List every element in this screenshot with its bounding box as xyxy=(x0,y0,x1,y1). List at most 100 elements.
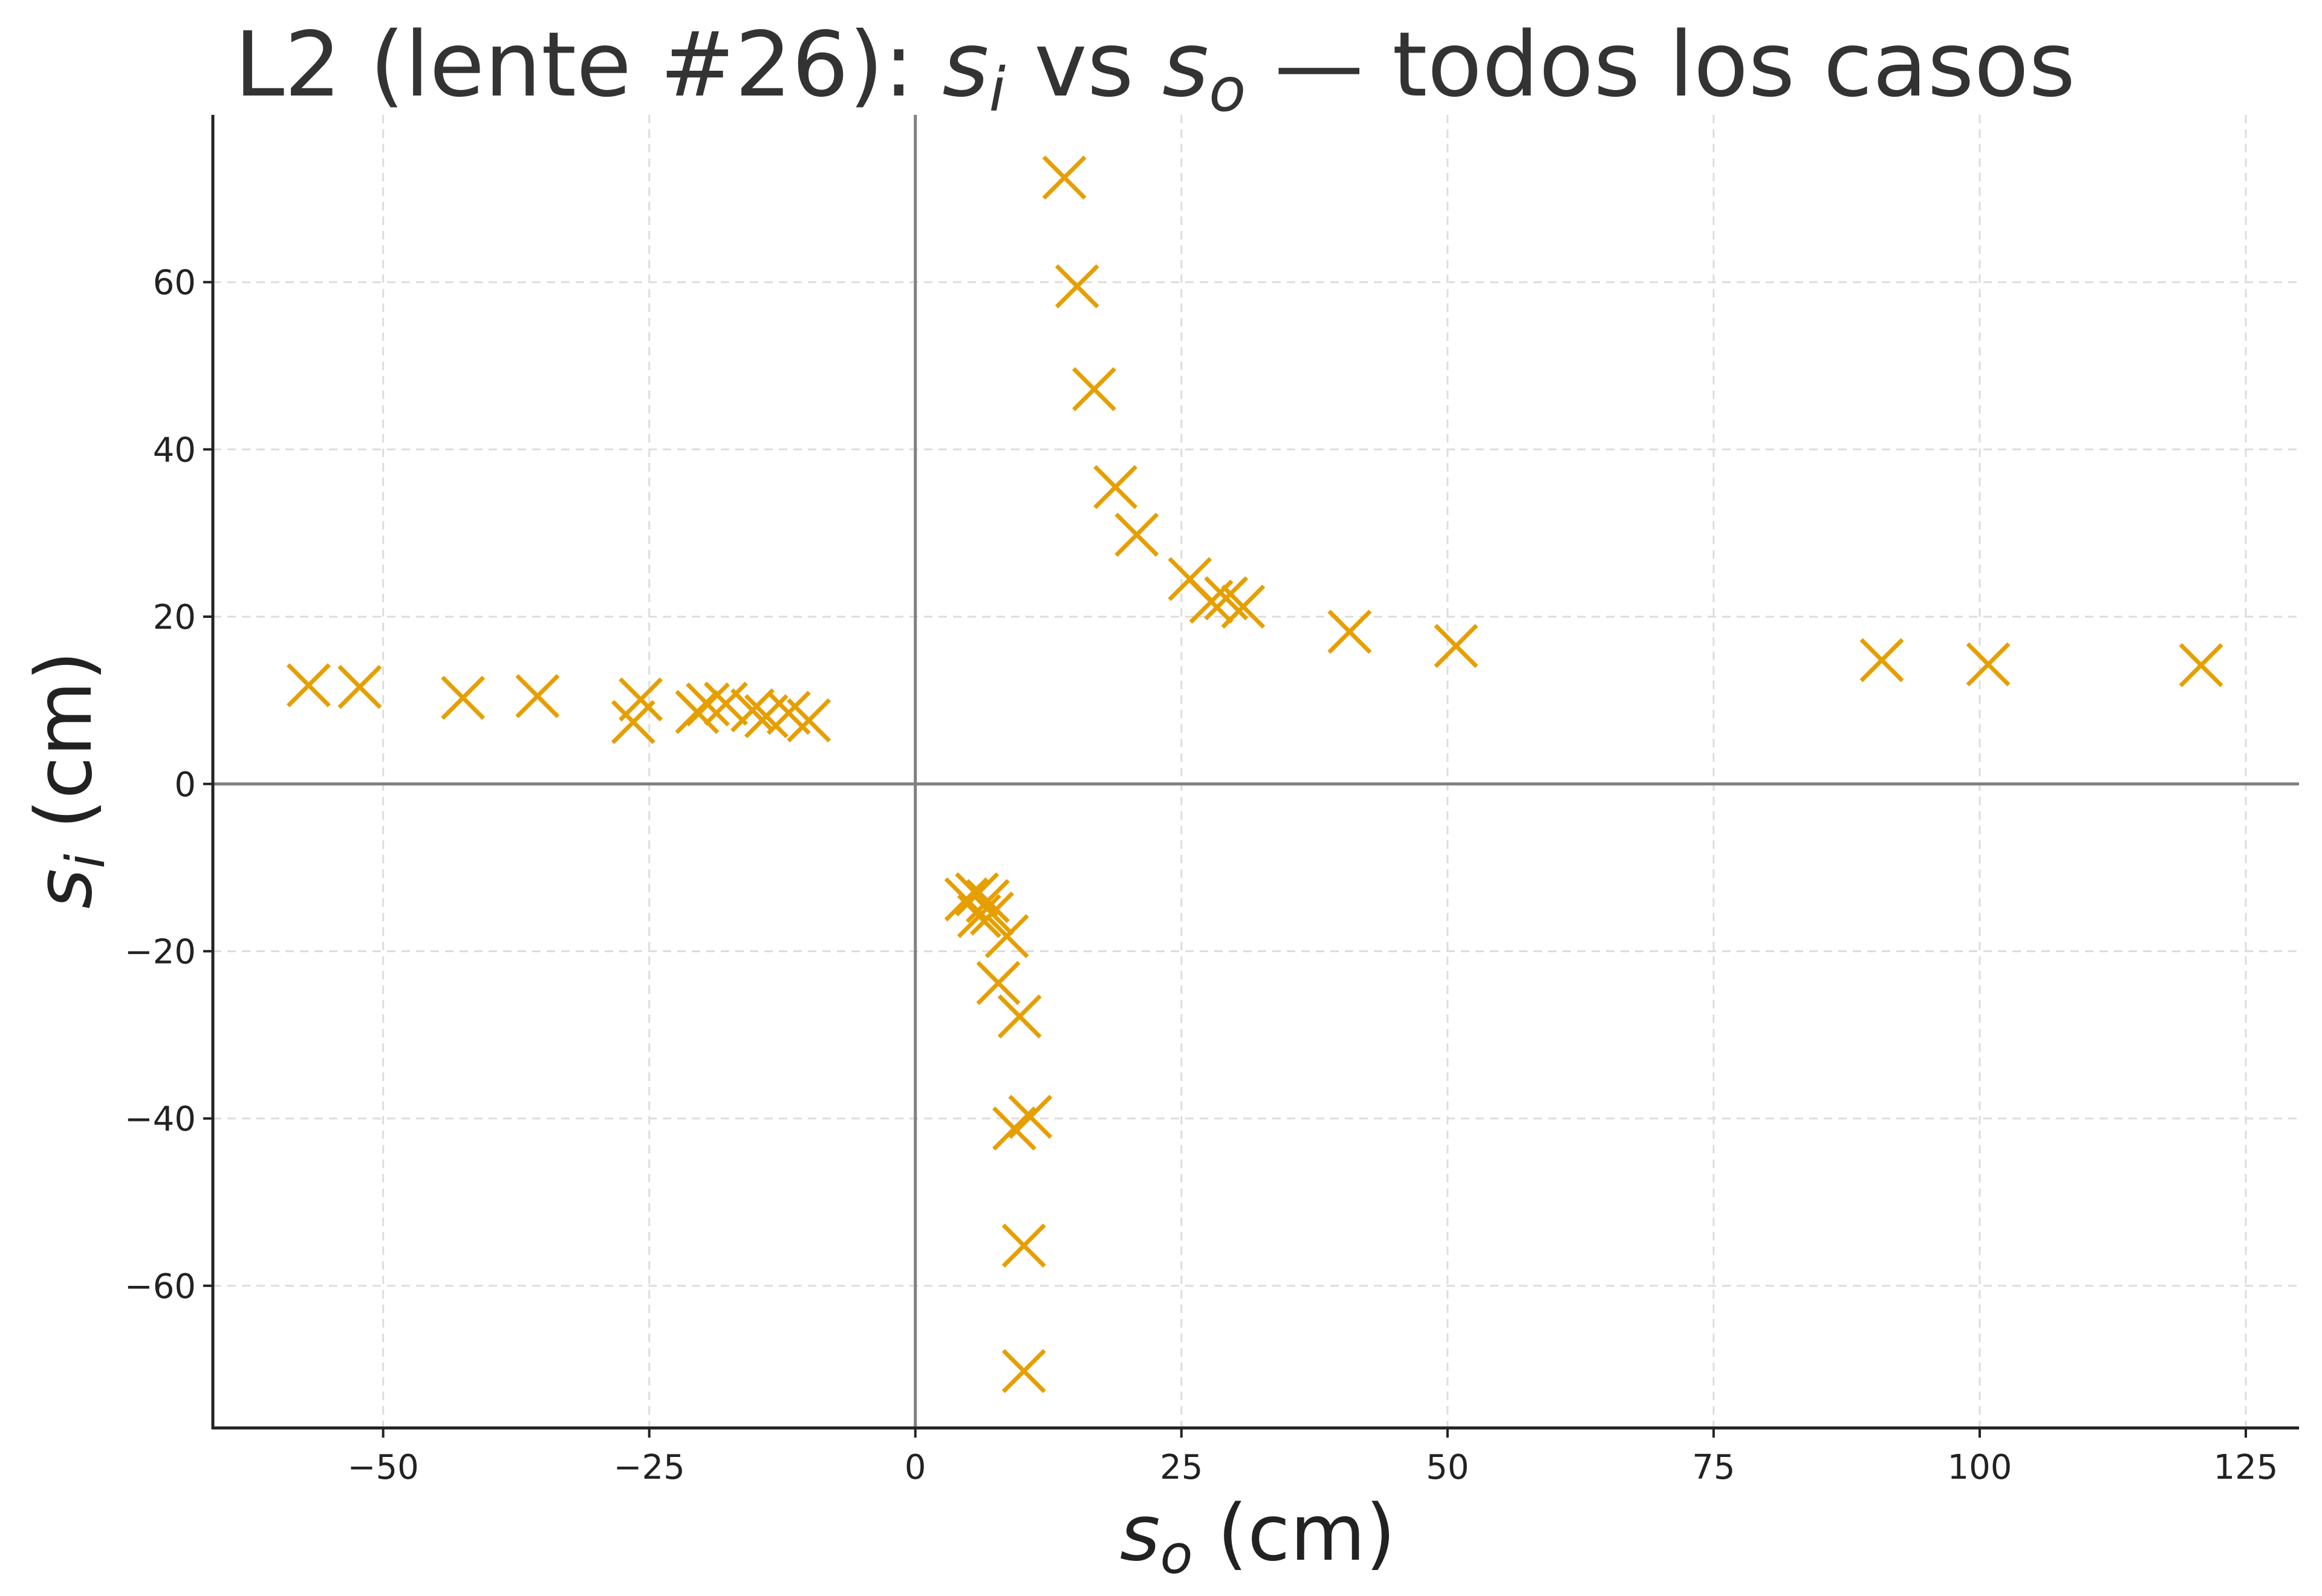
data-point-stroke xyxy=(441,675,486,720)
data-point-stroke xyxy=(1168,557,1212,602)
data-point-stroke xyxy=(286,663,331,707)
data-point-stroke xyxy=(992,1106,1036,1151)
x-axis-o-subscript: o xyxy=(1160,1523,1193,1586)
title-s-symbol: s xyxy=(942,13,989,117)
data-point xyxy=(675,690,720,735)
data-point-stroke xyxy=(997,994,1042,1039)
y-axis-unit: (cm) xyxy=(19,651,109,854)
data-point-stroke xyxy=(2179,643,2223,687)
y-axis-s-symbol: s xyxy=(19,869,109,909)
data-point xyxy=(337,664,382,709)
data-point xyxy=(957,894,1001,938)
data-point-stroke xyxy=(730,688,775,733)
data-point-stroke xyxy=(1859,638,1904,683)
data-point xyxy=(1859,638,1904,683)
axes-spines xyxy=(211,115,2299,1430)
data-point-stroke xyxy=(1114,513,1159,557)
data-point xyxy=(730,688,775,733)
data-point xyxy=(984,914,1029,959)
data-point xyxy=(703,681,748,726)
data-point xyxy=(1042,155,1087,200)
data-point-stroke xyxy=(1055,264,1099,309)
data-point-stroke xyxy=(1204,576,1249,621)
data-point xyxy=(969,891,1014,936)
data-point xyxy=(965,878,1010,923)
data-point-stroke xyxy=(1001,1349,1046,1393)
data-point-stroke xyxy=(1434,624,1478,668)
data-point xyxy=(1434,624,1478,668)
y-tick-label: 60 xyxy=(153,264,196,303)
y-tick-label: 0 xyxy=(174,765,196,805)
data-point-stroke xyxy=(984,914,1029,959)
x-tick-label: 75 xyxy=(1692,1448,1735,1487)
data-point xyxy=(1055,264,1099,309)
data-points xyxy=(286,155,2223,1393)
x-tick-label: 0 xyxy=(905,1448,926,1487)
data-point-stroke xyxy=(675,690,720,735)
x-tick-label: 125 xyxy=(2214,1448,2278,1487)
title-s-symbol-2: s xyxy=(1162,13,1209,117)
title-lead: L2 (lente #26): xyxy=(235,13,943,117)
data-point-stroke xyxy=(944,877,989,922)
title-tail: — todos los casos xyxy=(1246,13,2075,117)
data-point-stroke xyxy=(703,681,748,726)
data-point-stroke xyxy=(965,878,1010,923)
data-point xyxy=(686,682,730,727)
zero-lines xyxy=(213,115,2299,1428)
data-point xyxy=(2179,643,2223,687)
data-point xyxy=(1327,609,1372,654)
data-point-stroke xyxy=(766,690,811,735)
y-tick-label: −60 xyxy=(125,1267,196,1306)
y-axis-title: si (cm) xyxy=(19,651,117,909)
data-point xyxy=(1966,642,2011,687)
title-i-subscript: i xyxy=(989,54,1006,125)
data-point xyxy=(611,699,655,744)
data-point xyxy=(997,994,1042,1039)
data-point-stroke xyxy=(686,682,730,727)
data-point xyxy=(1001,1223,1046,1268)
data-point xyxy=(787,698,831,743)
data-point-stroke xyxy=(1966,642,2011,687)
x-tick-label: 50 xyxy=(1426,1448,1469,1487)
data-point xyxy=(1221,584,1266,629)
data-point-stroke xyxy=(515,674,560,718)
data-point-stroke xyxy=(976,961,1021,1005)
data-point xyxy=(441,675,486,720)
data-point-stroke xyxy=(1001,1223,1046,1268)
y-tick-label: −40 xyxy=(125,1100,196,1139)
title-o-subscript: o xyxy=(1209,54,1246,125)
data-point-stroke xyxy=(611,699,655,744)
data-point-stroke xyxy=(969,891,1014,936)
x-tick-label: −25 xyxy=(614,1448,685,1487)
x-axis-title: so (cm) xyxy=(1120,1488,1396,1586)
y-tick-label: −20 xyxy=(125,932,196,972)
chart-title: L2 (lente #26): si vs so — todos los cas… xyxy=(235,13,2075,125)
y-tick-label: 20 xyxy=(153,598,196,637)
x-tick-label: 25 xyxy=(1160,1448,1203,1487)
data-point xyxy=(992,1106,1036,1151)
data-point-stroke xyxy=(1072,367,1116,412)
x-axis-unit: (cm) xyxy=(1192,1488,1396,1578)
data-point-stroke xyxy=(1327,609,1372,654)
title-vs: vs xyxy=(1006,13,1162,117)
data-point xyxy=(1001,1349,1046,1393)
x-tick-label: 100 xyxy=(1947,1448,2012,1487)
data-point xyxy=(1072,367,1116,412)
y-axis-i-subscript: i xyxy=(54,854,117,869)
data-point-stroke xyxy=(955,872,1000,916)
data-point-stroke xyxy=(337,664,382,709)
data-point-stroke xyxy=(957,894,1001,938)
data-point xyxy=(955,872,1000,916)
data-point xyxy=(1114,513,1159,557)
data-point-stroke xyxy=(787,698,831,743)
data-point-stroke xyxy=(1042,155,1087,200)
data-point xyxy=(1093,465,1138,510)
data-point xyxy=(286,663,331,707)
y-tick-label: 40 xyxy=(153,430,196,470)
x-tick-label: −50 xyxy=(348,1448,419,1487)
x-axis-s-symbol: s xyxy=(1120,1488,1160,1578)
data-point xyxy=(976,961,1021,1005)
data-point-stroke xyxy=(1221,584,1266,629)
